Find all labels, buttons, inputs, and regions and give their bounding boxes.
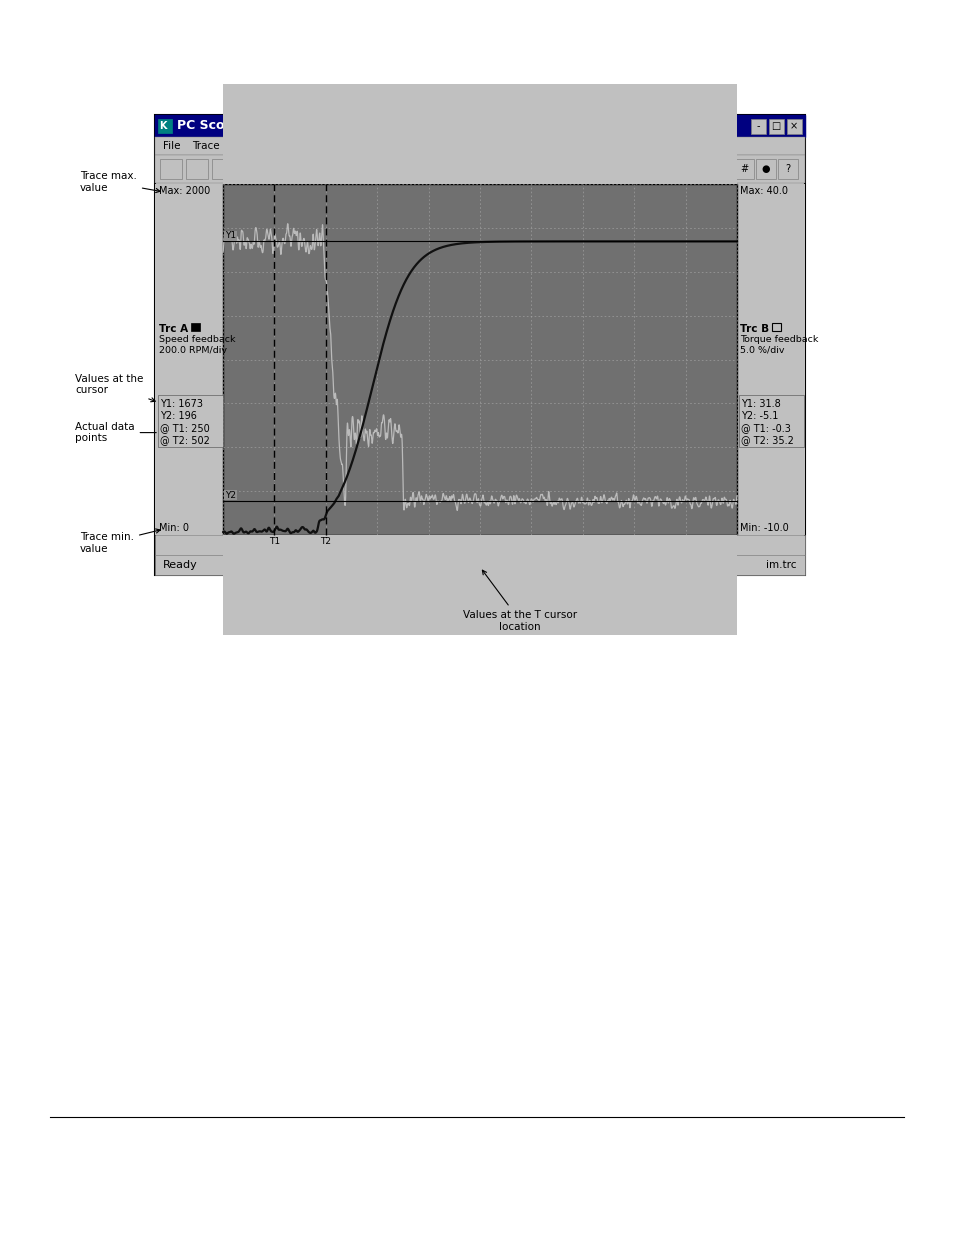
Text: T1:-200.0 ms  T2:0.0 ms: T1:-200.0 ms T2:0.0 ms xyxy=(416,559,543,571)
Bar xyxy=(223,184,737,535)
Text: Ready: Ready xyxy=(163,559,197,571)
Text: Trace max.
value: Trace max. value xyxy=(80,172,160,193)
Text: Trace: Trace xyxy=(192,141,219,151)
Text: Trc B: Trc B xyxy=(740,325,768,335)
Text: Trace min.
value: Trace min. value xyxy=(80,529,160,553)
Bar xyxy=(154,137,804,156)
Text: im.trc: im.trc xyxy=(765,559,796,571)
Text: X1: X1 xyxy=(715,164,727,174)
Text: File: File xyxy=(163,141,180,151)
Bar xyxy=(223,84,737,184)
Text: @ T1: -0.3: @ T1: -0.3 xyxy=(740,422,790,432)
Text: @ T2: 35.2: @ T2: 35.2 xyxy=(740,435,793,445)
Bar xyxy=(154,156,804,183)
Text: T2: T2 xyxy=(320,537,331,546)
Text: -400.0 ms          200.0 ms/div                    1.6 sec: -400.0 ms 200.0 ms/div 1.6 sec xyxy=(359,540,599,550)
Bar xyxy=(733,159,753,179)
Bar xyxy=(739,395,803,447)
Bar xyxy=(737,184,804,535)
Text: Trc A: Trc A xyxy=(159,325,188,335)
Bar xyxy=(154,555,804,576)
Text: Speed feedback: Speed feedback xyxy=(159,336,235,345)
Bar xyxy=(223,535,737,635)
Bar xyxy=(768,119,783,135)
Text: Max: 40.0: Max: 40.0 xyxy=(740,186,787,196)
Text: View: View xyxy=(226,141,251,151)
Text: Y1: 31.8: Y1: 31.8 xyxy=(740,399,780,409)
Bar xyxy=(158,395,223,447)
Text: Torque feedback: Torque feedback xyxy=(740,336,818,345)
Text: Min: -10.0: Min: -10.0 xyxy=(740,522,788,534)
Bar xyxy=(154,535,804,555)
Text: Values at the
cursor: Values at the cursor xyxy=(75,374,155,401)
Bar xyxy=(786,119,801,135)
Bar xyxy=(755,159,775,179)
Bar xyxy=(212,159,233,179)
Text: Normal: Normal xyxy=(370,164,405,174)
Bar xyxy=(186,159,208,179)
Bar xyxy=(154,184,223,535)
Text: K: K xyxy=(159,121,167,131)
Text: @ T1: 250: @ T1: 250 xyxy=(160,422,210,432)
Text: Options: Options xyxy=(343,141,383,151)
Text: Min: 0: Min: 0 xyxy=(159,522,189,534)
Text: Auto: Auto xyxy=(284,164,306,174)
Text: Snapshot: Snapshot xyxy=(294,141,342,151)
Bar xyxy=(154,115,804,137)
Text: Hold: Hold xyxy=(465,164,488,174)
Text: Y2: -5.1: Y2: -5.1 xyxy=(740,410,778,421)
Text: Cursor: Cursor xyxy=(254,141,289,151)
Bar xyxy=(243,159,265,179)
Text: Values at the T cursor
location: Values at the T cursor location xyxy=(462,571,577,631)
Text: Single: Single xyxy=(417,164,448,174)
Text: 200.0 RPM/div: 200.0 RPM/div xyxy=(159,346,227,354)
Text: ×: × xyxy=(789,121,798,131)
Text: -: - xyxy=(756,121,759,131)
Text: ⌕: ⌕ xyxy=(697,164,702,174)
Text: ?: ? xyxy=(784,164,790,174)
Text: Y1: 1673: Y1: 1673 xyxy=(160,399,203,409)
Bar xyxy=(154,115,804,576)
Text: 5.0 %/div: 5.0 %/div xyxy=(740,346,783,354)
Bar xyxy=(191,324,200,331)
Bar xyxy=(711,159,731,179)
Text: Y2: 196: Y2: 196 xyxy=(160,410,196,421)
Bar xyxy=(160,159,182,179)
Text: PC Scope: PC Scope xyxy=(177,120,242,132)
Text: ●: ● xyxy=(760,164,769,174)
Text: Actual data
points: Actual data points xyxy=(75,422,156,443)
Text: T1: T1 xyxy=(269,537,279,546)
Bar xyxy=(750,119,765,135)
Text: Y1: Y1 xyxy=(225,231,236,241)
Text: Manual: Manual xyxy=(322,164,357,174)
Text: Y2: Y2 xyxy=(225,490,235,500)
Text: @ T2: 502: @ T2: 502 xyxy=(160,435,210,445)
Text: □: □ xyxy=(771,121,780,131)
Bar xyxy=(689,159,709,179)
Text: ⚲: ⚲ xyxy=(249,163,258,175)
Bar xyxy=(771,324,781,331)
Bar xyxy=(158,119,172,133)
Text: Help: Help xyxy=(387,141,411,151)
Text: Max: 2000: Max: 2000 xyxy=(159,186,210,196)
Bar xyxy=(778,159,797,179)
Text: #: # xyxy=(740,164,747,174)
